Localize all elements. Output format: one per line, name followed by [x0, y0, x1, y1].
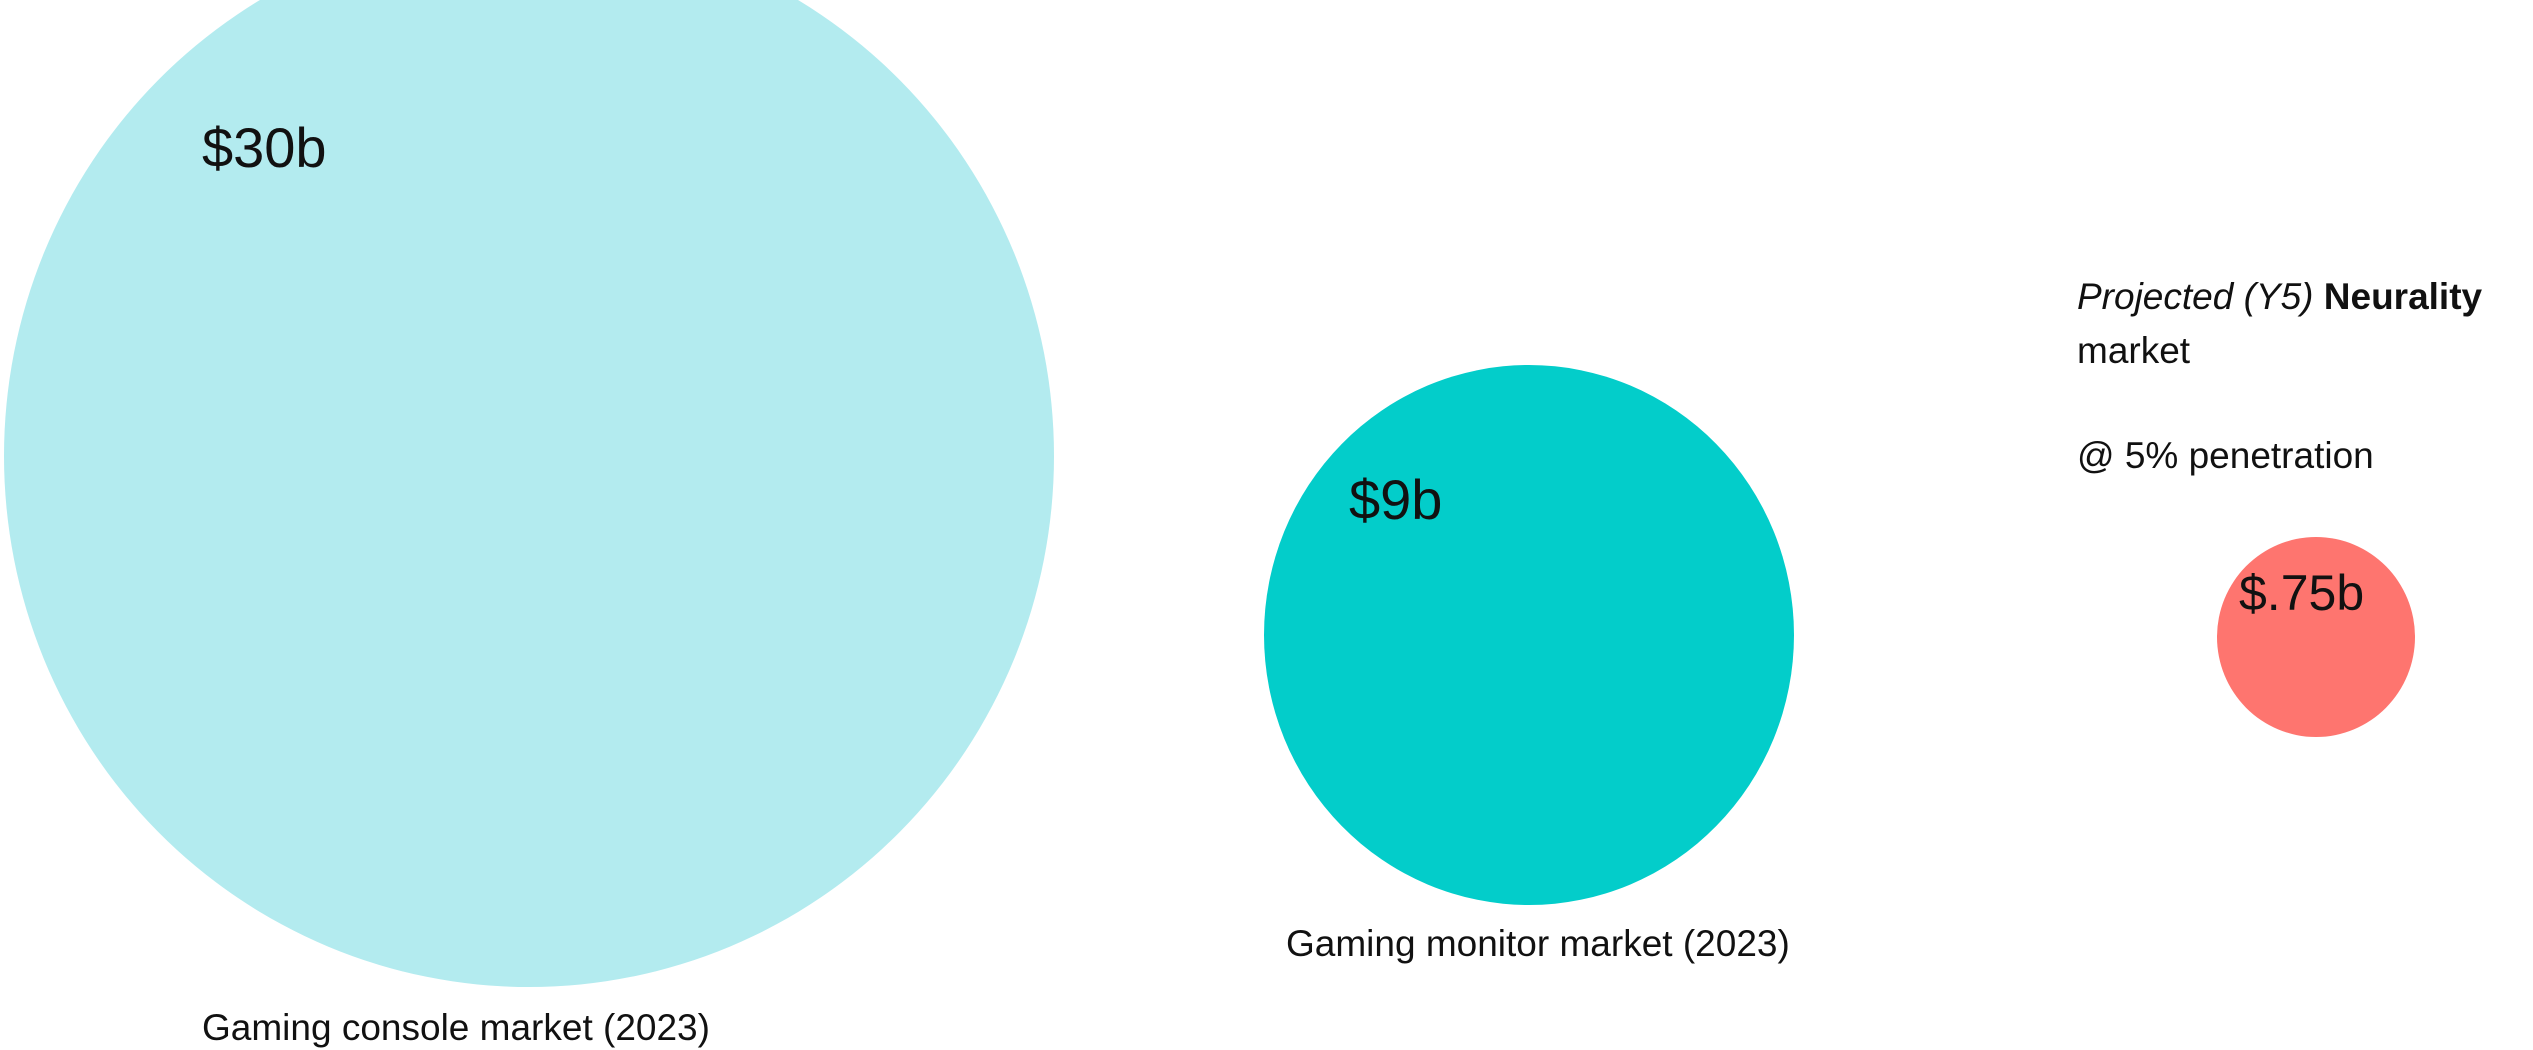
note-market-word: market [2077, 329, 2191, 371]
neurality-market-circle [2217, 537, 2415, 737]
note-line-1: Projected (Y5) Neurality [2077, 270, 2527, 324]
note-penetration: @ 5% penetration [2077, 435, 2374, 477]
console-market-value: $30b [202, 116, 327, 179]
note-brand-name: Neurality [2323, 276, 2483, 317]
neurality-market-value: $.75b [2239, 565, 2365, 621]
monitor-market-value: $9b [1349, 468, 1443, 531]
note-projected-label: Projected (Y5) [2077, 276, 2314, 317]
monitor-market-circle [1264, 365, 1794, 905]
neurality-market-note: Projected (Y5) Neurality market @ 5% pen… [2077, 270, 2527, 483]
monitor-market-caption: Gaming monitor market (2023) [1286, 923, 1790, 964]
console-market-caption: Gaming console market (2023) [202, 1007, 710, 1048]
console-market-circle [4, 0, 1054, 987]
